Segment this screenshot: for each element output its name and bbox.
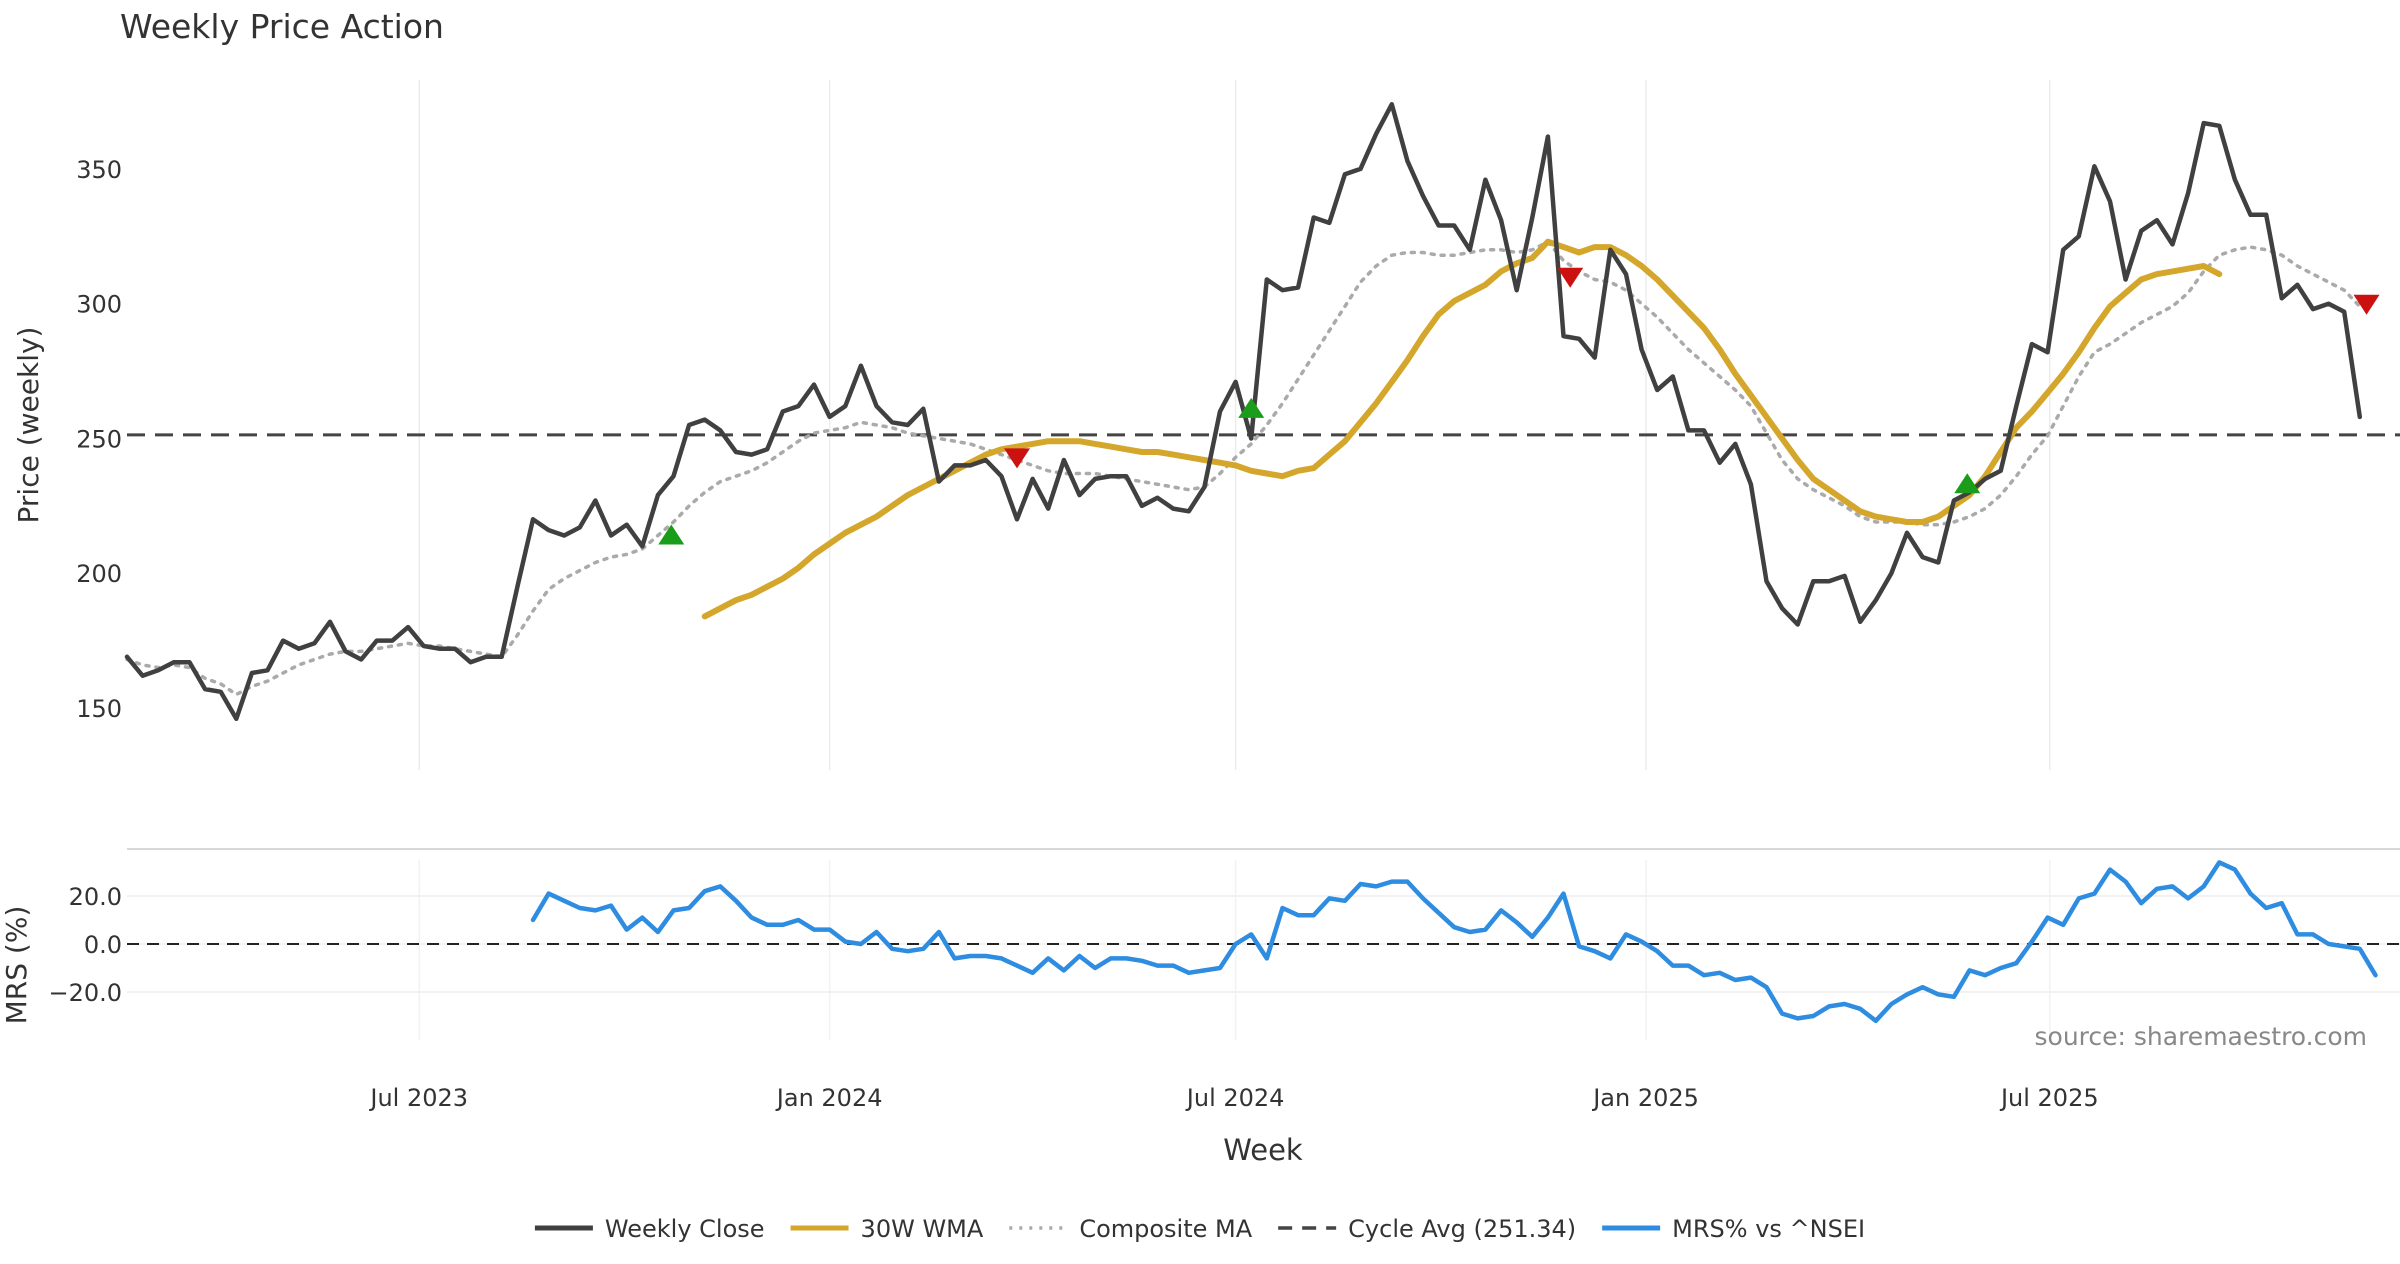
legend-item: Weekly Close <box>534 1215 765 1243</box>
legend-item: Composite MA <box>1009 1215 1253 1243</box>
mrs-y-axis-label: MRS (%) <box>0 906 33 1025</box>
price-y-tick-label: 350 <box>76 156 122 184</box>
buy-signal-marker <box>658 524 685 545</box>
legend-label: Weekly Close <box>605 1215 765 1243</box>
legend-label: 30W WMA <box>861 1215 984 1243</box>
x-tick-label: Jan 2025 <box>1591 1084 1699 1112</box>
mrs-line <box>530 860 2378 1024</box>
buy-signal-marker <box>1954 473 1981 494</box>
price-series-group <box>124 102 2400 722</box>
mrs-y-tick-label: 20.0 <box>69 883 122 911</box>
sell-signal-marker <box>2353 294 2380 315</box>
chart-title: Weekly Price Action <box>120 7 444 46</box>
legend: Weekly Close 30W WMA Composite MA Cycle Avg… <box>534 1215 1865 1243</box>
x-tick-label: Jul 2025 <box>1999 1084 2099 1112</box>
legend-item: Cycle Avg (251.34) <box>1278 1215 1576 1243</box>
price-y-tick-label: 250 <box>76 425 122 453</box>
mrs-series-group <box>127 860 2400 1024</box>
legend-label: Cycle Avg (251.34) <box>1348 1215 1576 1243</box>
sell-signal-marker <box>1004 448 1031 469</box>
source-note: source: sharemaestro.com <box>2035 1022 2368 1051</box>
sell-signal-marker <box>1557 267 1584 288</box>
mrs-y-tick-label: −20.0 <box>48 979 122 1007</box>
signal-markers <box>658 267 2380 545</box>
mrs-y-axis: 20.0 0.0 −20.0 <box>48 883 122 1007</box>
legend-item: 30W WMA <box>790 1215 984 1243</box>
legend-label: Composite MA <box>1079 1215 1252 1243</box>
x-axis: Jul 2023 Jan 2024 Jul 2024 Jan 2025 Jul 2025 <box>368 1084 2098 1112</box>
price-gridlines <box>418 80 2051 770</box>
mrs-y-tick-label: 0.0 <box>84 931 122 959</box>
price-y-axis: 150 200 250 300 350 <box>76 156 122 723</box>
30w-wma-line <box>701 238 2223 620</box>
price-y-tick-label: 200 <box>76 560 122 588</box>
price-y-tick-label: 150 <box>76 695 122 723</box>
x-tick-label: Jul 2023 <box>368 1084 468 1112</box>
x-tick-label: Jul 2024 <box>1185 1084 1285 1112</box>
x-tick-label: Jan 2024 <box>775 1084 883 1112</box>
price-y-axis-label: Price (weekly) <box>12 327 45 524</box>
legend-label: MRS% vs ^NSEI <box>1672 1215 1865 1243</box>
x-axis-label: Week <box>1223 1133 1303 1167</box>
mrs-gridlines <box>127 860 2400 1040</box>
legend-item: MRS% vs ^NSEI <box>1602 1215 1865 1243</box>
price-y-tick-label: 300 <box>76 291 122 319</box>
buy-signal-marker <box>1238 397 1265 418</box>
